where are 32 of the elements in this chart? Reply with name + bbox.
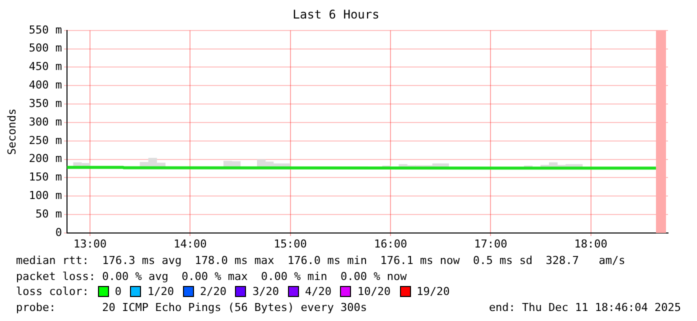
y-tick-label: 200 m [28,152,62,166]
y-tick-label: 150 m [28,170,62,184]
y-tick-label: 250 m [28,134,62,147]
y-tick-label: 100 m [28,189,62,202]
text: 3/20 [252,284,279,300]
y-tick-label: 300 m [28,115,62,128]
text: 4/20 [304,284,332,300]
y-tick-label: 50 m [36,207,62,220]
x-tick-label: 16:00 [374,237,408,250]
text: 19/20 [416,284,450,300]
x-tick-label: 15:00 [274,237,307,250]
text: probe: 20 ICMP Echo Pings (56 Bytes) every 300s [16,300,367,315]
y-tick-label: 400 m [28,78,62,92]
y-tick-label: 0 [55,226,62,239]
text: 10/20 [357,284,391,300]
x-tick-label: 14:00 [174,237,207,250]
y-tick-label: 450 m [28,60,62,74]
y-tick-label: 550 m [28,23,62,36]
chart-title: Last 6 Hours [292,7,380,22]
text: 2/20 [200,284,226,300]
text: end: Thu Dec 11 18:46:04 2025 [488,300,681,315]
x-tick-label: 18:00 [574,237,608,250]
text: packet loss: 0.00 % avg 0.00 % max 0.00 % min 0.00 % now [16,268,407,284]
text: 1/20 [147,284,174,300]
y-axis-title: Seconds [5,108,18,155]
text: 0 [114,284,122,300]
y-tick-label: 350 m [28,96,62,110]
text: median rtt: 176.3 ms avg 178.0 ms max 176.0 ms min 176.1 ms now 0.5 ms sd 328.7 am/s [16,253,626,268]
text: loss color: [16,284,89,300]
x-tick-label: 17:00 [474,237,508,250]
x-tick-label: 13:00 [73,237,107,250]
y-tick-label: 500 m [28,42,62,55]
